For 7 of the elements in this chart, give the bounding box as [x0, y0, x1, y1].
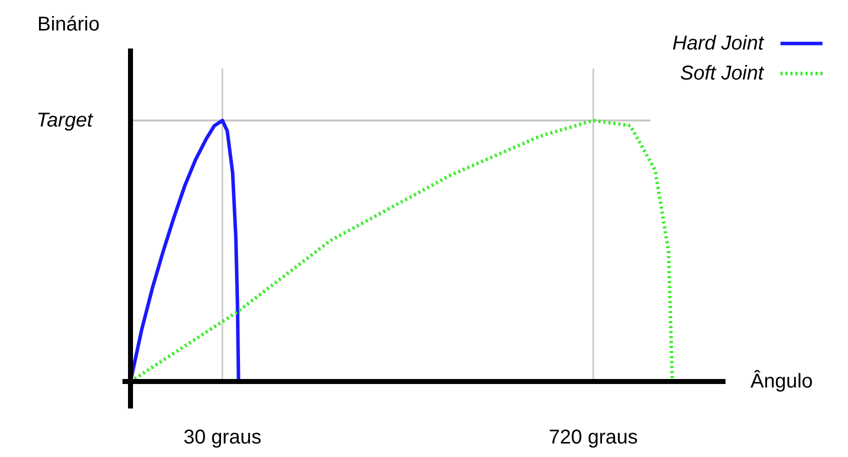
- legend-label: Soft Joint: [680, 62, 765, 84]
- ref-line-label: Target: [36, 110, 94, 132]
- y-axis-title: Binário: [37, 14, 100, 36]
- x-tick-label: 720 graus: [548, 426, 638, 448]
- x-axis-title: Ângulo: [750, 370, 813, 392]
- x-tick-label: 30 graus: [183, 426, 262, 448]
- legend-label: Hard Joint: [672, 32, 765, 54]
